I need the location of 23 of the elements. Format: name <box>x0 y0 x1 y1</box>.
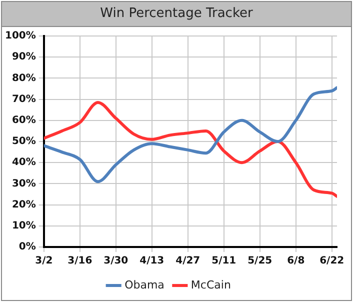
y-tick-label: 80% <box>12 72 36 84</box>
y-tick-label: 0% <box>18 242 36 253</box>
y-tick-label: 10% <box>12 220 36 232</box>
y-tick-label: 50% <box>12 136 36 148</box>
legend-label: Obama <box>124 278 164 292</box>
x-tick-label: 4/27 <box>176 256 200 267</box>
x-tick-label: 5/25 <box>248 256 272 267</box>
x-tick-label: 6/22 <box>320 256 344 267</box>
x-tick-label: 3/30 <box>104 256 128 267</box>
legend-label: McCain <box>190 278 231 292</box>
y-tick-label: 40% <box>12 157 36 168</box>
y-tick-label: 20% <box>12 199 36 210</box>
x-tick-label: 3/2 <box>35 256 53 267</box>
y-tick-label: 70% <box>12 94 36 105</box>
x-tick-label: 5/11 <box>212 256 236 267</box>
y-tick-label: 100% <box>4 30 36 42</box>
x-tick-label: 3/16 <box>68 256 92 267</box>
y-tick-label: 30% <box>12 178 36 190</box>
y-tick-label: 60% <box>12 114 36 126</box>
y-tick-label: 90% <box>12 52 36 63</box>
x-tick-label: 4/13 <box>140 256 164 267</box>
x-tick-label: 6/8 <box>287 256 305 267</box>
chart-title: Win Percentage Tracker <box>2 2 351 27</box>
